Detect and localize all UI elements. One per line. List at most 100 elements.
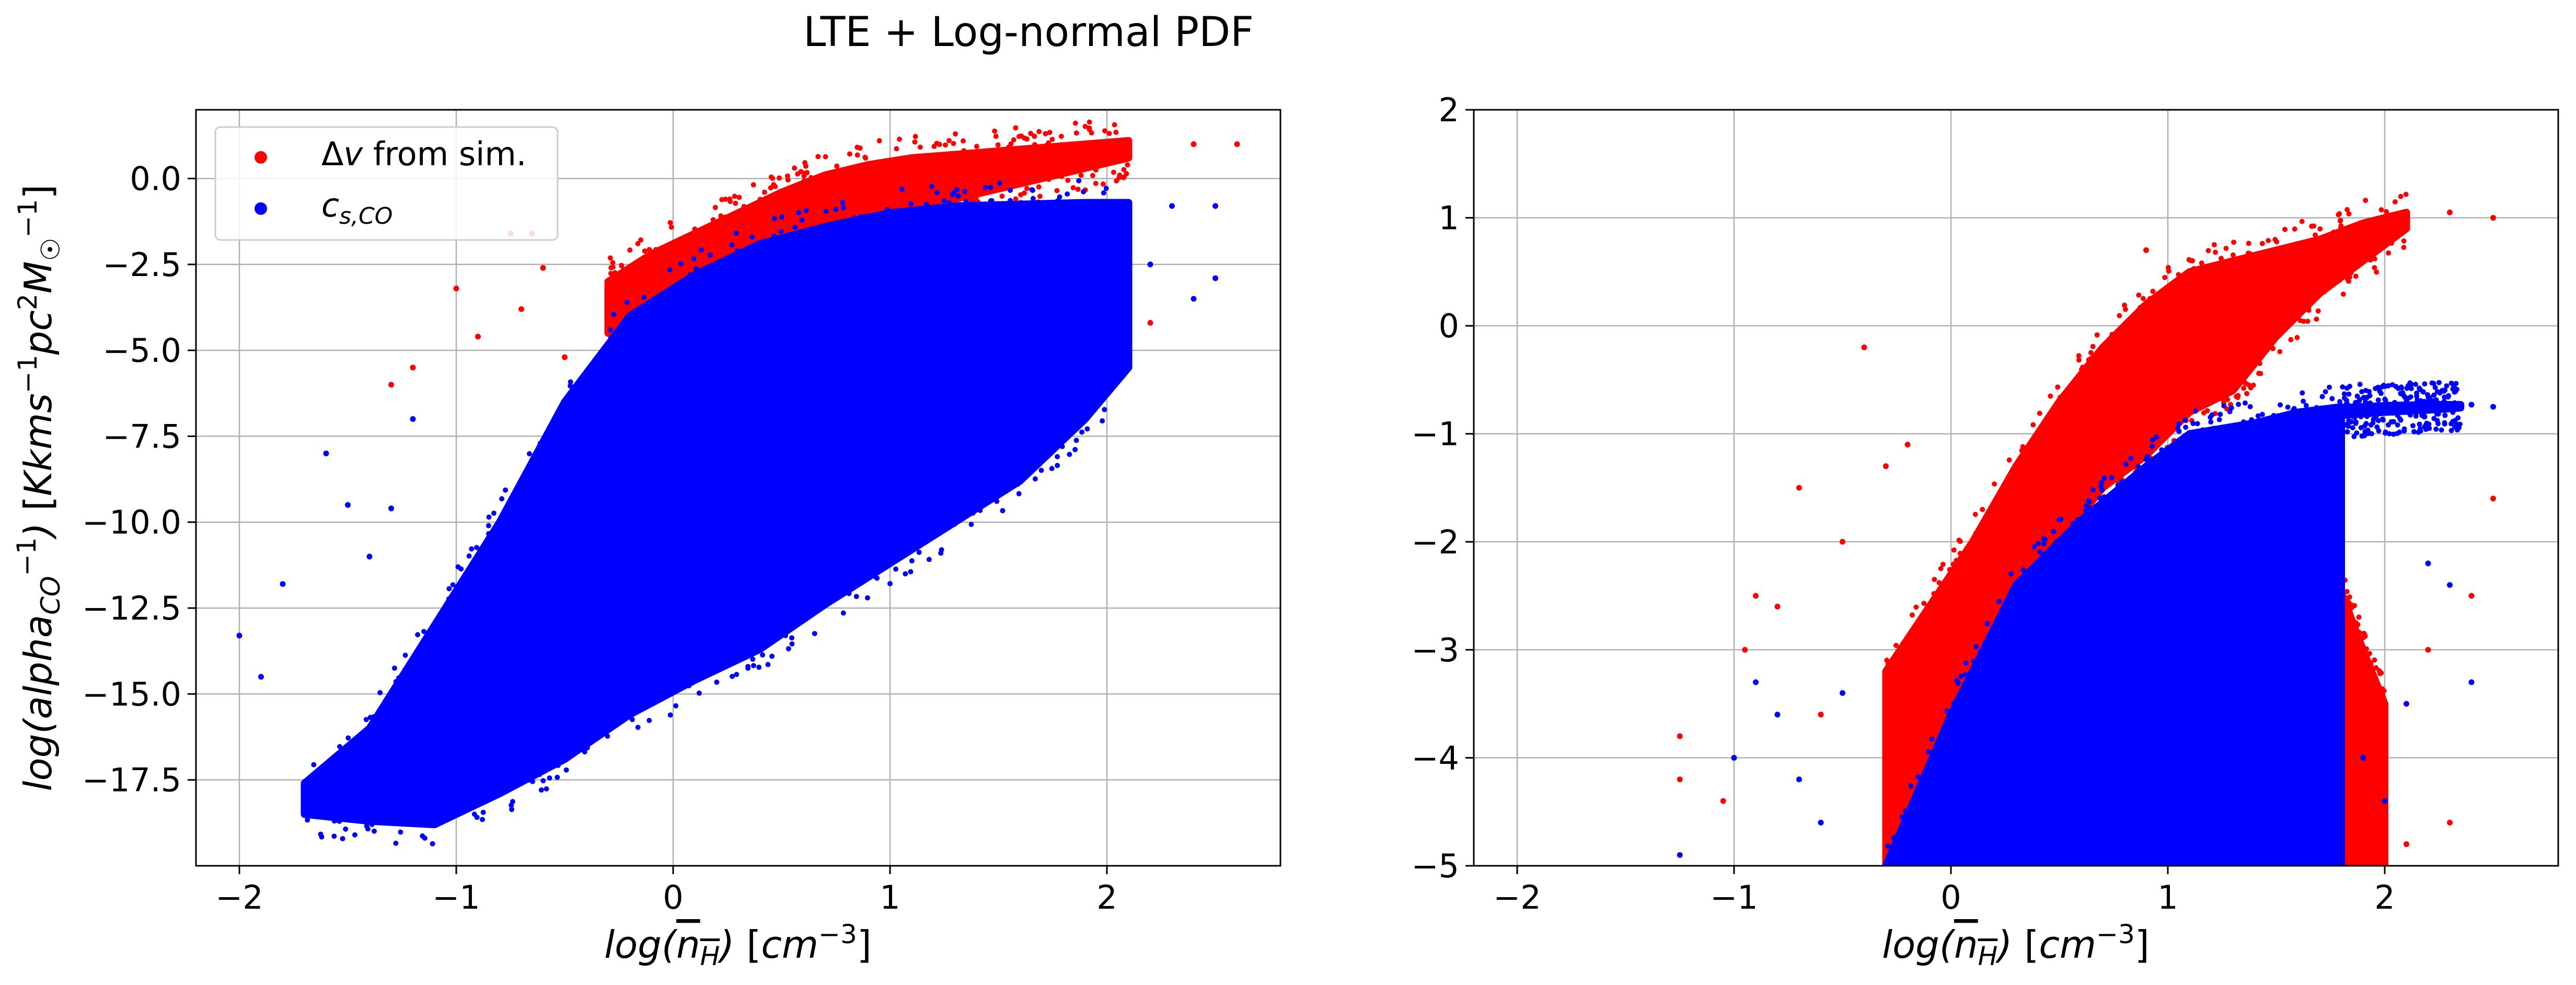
- left-series-1-fringe-point: [350, 817, 355, 822]
- right-series-0-fringe-point: [2315, 308, 2321, 314]
- left-series-1-fringe-point: [887, 581, 893, 587]
- left-series-1-outlier-point: [236, 633, 242, 639]
- left-series-1-fringe-point: [962, 189, 967, 194]
- left-series-1-fringe-point: [486, 523, 491, 529]
- left-y-tick-label: −5.0: [102, 331, 181, 370]
- right-series-1-outlier-point: [2490, 404, 2496, 410]
- left-series-1-fringe-point: [963, 199, 969, 204]
- right-series-0-fringe-point: [2367, 257, 2373, 263]
- left-series-1-outlier-point: [280, 581, 286, 587]
- right-series-1-fringe-point: [2398, 417, 2404, 423]
- right-y-tick-label: −1: [1412, 415, 1459, 453]
- left-series-0-fringe-point: [1037, 193, 1043, 199]
- right-series-1-fringe-point: [2135, 464, 2141, 469]
- right-series-1-fringe-point: [2217, 411, 2223, 417]
- right-series-1-fringe-point: [2370, 420, 2376, 426]
- left-series-1-fringe-point: [929, 184, 934, 189]
- right-series-1-fringe-point: [1891, 835, 1897, 841]
- right-series-1-outlier-point: [1753, 679, 1759, 685]
- left-series-1-fringe-point: [499, 496, 505, 502]
- left-series-1-fringe-point: [1055, 463, 1060, 468]
- left-y-tick-label: −7.5: [102, 417, 181, 455]
- right-series-0-fringe-point: [2362, 632, 2367, 638]
- left-series-1-fringe-point: [509, 807, 515, 812]
- right-series-1-outlier-point: [2382, 798, 2388, 804]
- right-series-1-fringe-point: [2375, 418, 2381, 423]
- right-series-0-outlier-point: [1720, 798, 1726, 804]
- right-series-1-fringe-point: [2099, 487, 2105, 493]
- right-y-tick-label: −4: [1412, 739, 1459, 777]
- right-series-0-fringe-point: [2336, 278, 2342, 283]
- left-series-0-fringe-point: [974, 144, 979, 150]
- right-series-1-fringe-point: [2020, 567, 2026, 573]
- left-series-1-fringe-point: [769, 654, 775, 659]
- figure-title: LTE + Log-normal PDF: [803, 9, 1254, 56]
- left-series-0-fringe-point: [732, 193, 737, 199]
- right-series-0-fringe-point: [1957, 539, 1963, 544]
- left-x-tick-label: 0: [663, 878, 683, 917]
- left-series-1-fringe-point: [939, 547, 944, 553]
- left-series-1-fringe-point: [1030, 196, 1036, 201]
- right-series-0-fringe-point: [2378, 670, 2384, 676]
- left-series-1-outlier-point: [1082, 313, 1088, 319]
- right-series-1-fringe-point: [2041, 541, 2047, 547]
- left-series-0-fringe-point: [937, 142, 942, 147]
- right-series-1-fringe-point: [2434, 411, 2440, 417]
- right-series-1-fringe-point: [2418, 428, 2423, 434]
- right-series-1-fringe-point: [2363, 399, 2369, 405]
- right-series-1-outlier-point: [2404, 701, 2409, 707]
- left-series-1-outlier-point: [1169, 203, 1175, 209]
- left-series-1-fringe-point: [563, 767, 569, 773]
- right-axes-frame: [1473, 109, 2559, 867]
- left-series-1-fringe-point: [720, 258, 726, 264]
- left-series-1-fringe-point: [750, 663, 756, 669]
- left-series-0-fringe-point: [802, 170, 808, 176]
- right-series-0-fringe-point: [1921, 601, 1927, 606]
- right-series-0-fringe-point: [2225, 397, 2231, 403]
- left-series-1-fringe-point: [934, 190, 940, 196]
- left-series-1-fringe-point: [771, 233, 777, 239]
- left-series-0-outlier-point: [388, 382, 394, 388]
- left-series-0-fringe-point: [995, 142, 1001, 148]
- right-y-tick-label: −3: [1412, 631, 1459, 669]
- right-series-0-fringe-point: [2367, 650, 2373, 656]
- left-series-1-fringe-point: [530, 778, 536, 784]
- right-series-1-fringe-point: [2300, 390, 2305, 396]
- left-series-0-fringe-point: [1087, 125, 1092, 131]
- right-series-0-fringe-point: [2259, 240, 2265, 246]
- left-series-1-fringe-point: [337, 744, 343, 750]
- left-series-0-fringe-point: [827, 170, 833, 176]
- right-series-1-fringe-point: [2393, 403, 2398, 408]
- right-series-0-fringe-point: [1973, 531, 1979, 536]
- right-series-1-fringe-point: [2083, 508, 2089, 513]
- left-series-1-fringe-point: [367, 715, 373, 720]
- left-series-0-outlier-point: [1191, 141, 1197, 147]
- left-x-tick-label: 1: [880, 878, 900, 917]
- left-series-1-fringe-point: [1103, 186, 1109, 191]
- left-series-0-fringe-point: [1016, 134, 1022, 140]
- right-series-0-fringe-point: [2305, 318, 2311, 324]
- right-series-1-fringe-point: [2367, 393, 2373, 398]
- right-series-1-fringe-point: [2375, 384, 2381, 390]
- left-series-1-fringe-point: [840, 610, 846, 616]
- left-series-1-fringe-point: [863, 214, 869, 220]
- left-series-0-fringe-point: [801, 178, 807, 184]
- right-series-1-fringe-point: [2407, 410, 2412, 416]
- right-series-area: [1677, 191, 2496, 866]
- right-series-1-fringe-point: [2456, 422, 2462, 428]
- left-series-1-fringe-point: [510, 799, 515, 805]
- left-series-1-fringe-point: [778, 228, 784, 234]
- right-series-1-fringe-point: [1978, 649, 1983, 655]
- right-series-1-outlier-point: [1677, 852, 1683, 858]
- left-series-0-fringe-point: [1082, 123, 1088, 129]
- left-series-1-fringe-point: [916, 549, 922, 555]
- left-series-1-fringe-point: [544, 786, 549, 792]
- right-series-0-fringe-point: [2219, 256, 2224, 261]
- left-series-1-fringe-point: [646, 717, 652, 723]
- left-y-tick-label: −17.5: [82, 761, 181, 799]
- right-series-0-fringe-point: [2380, 693, 2386, 698]
- right-series-1-fringe-point: [2352, 415, 2358, 420]
- left-series-1-fringe-point: [1055, 198, 1060, 203]
- right-series-0-fringe-point: [2372, 657, 2377, 663]
- left-series-0-fringe-point: [1090, 173, 1095, 178]
